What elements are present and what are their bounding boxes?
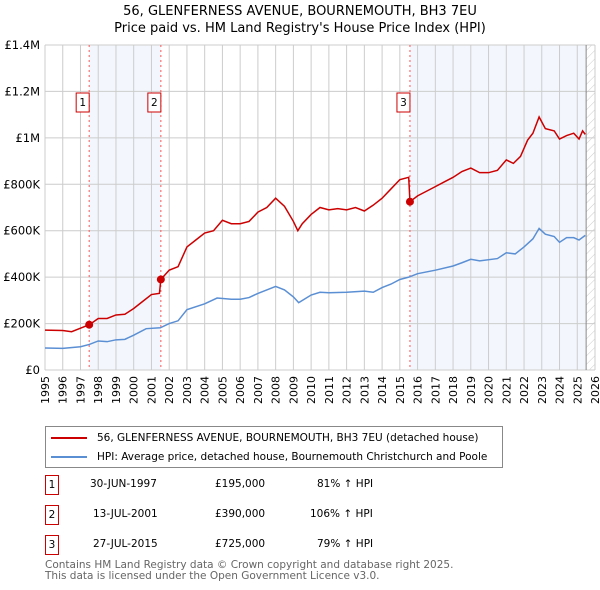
y-tick-label: £600K — [3, 224, 40, 238]
sale-date: 27-JUL-2015 — [93, 538, 158, 550]
x-tick-label: 2024 — [554, 376, 567, 404]
sale-hpi: 79% ↑ HPI — [317, 538, 374, 550]
sale-point — [405, 197, 414, 206]
y-tick-label: £200K — [3, 317, 40, 331]
y-tick-label: £800K — [3, 177, 40, 191]
x-tick-label: 2019 — [465, 376, 478, 404]
x-tick-label: 1998 — [92, 376, 105, 404]
sale-price: £390,000 — [215, 508, 266, 520]
chart-title: 56, GLENFERNESS AVENUE, BOURNEMOUTH, BH3… — [123, 4, 477, 19]
legend: 56, GLENFERNESS AVENUE, BOURNEMOUTH, BH3… — [45, 426, 503, 468]
x-tick-label: 2008 — [270, 376, 283, 404]
sale-marker-box — [396, 92, 411, 113]
x-tick-label: 2017 — [429, 376, 442, 404]
sale-date: 30-JUN-1997 — [90, 478, 157, 490]
sale-price: £725,000 — [215, 538, 266, 550]
x-tick-label: 2003 — [181, 376, 194, 404]
x-tick-label: 2002 — [163, 376, 176, 404]
x-tick-label: 2022 — [518, 376, 531, 404]
y-tick-label: £1M — [15, 131, 40, 145]
x-tick-label: 2026 — [589, 376, 600, 404]
legend-item-property: 56, GLENFERNESS AVENUE, BOURNEMOUTH, BH3… — [46, 429, 478, 447]
x-tick-label: 2018 — [447, 376, 460, 404]
x-tick-label: 2021 — [500, 376, 513, 404]
sale-date: 13-JUL-2001 — [93, 508, 158, 520]
chart-subtitle: Price paid vs. HM Land Registry's House … — [114, 21, 486, 36]
sale-row-1: 1 30-JUN-1997 £195,000 81% ↑ HPI — [45, 475, 445, 495]
y-tick-label: £1.2M — [4, 84, 40, 98]
x-tick-label: 2025 — [571, 376, 584, 404]
x-tick-label: 1995 — [39, 376, 52, 404]
x-tick-label: 1999 — [110, 376, 123, 404]
footer-licence: This data is licensed under the Open Gov… — [45, 570, 380, 582]
sale-price: £195,000 — [215, 478, 266, 490]
y-tick-label: £400K — [3, 270, 40, 284]
sale-marker-label: 3 — [45, 535, 59, 555]
legend-item-hpi: HPI: Average price, detached house, Bour… — [46, 448, 487, 466]
sale-marker-box — [147, 92, 162, 113]
legend-swatch-red — [51, 437, 87, 439]
ownership-shade-2 — [409, 45, 587, 370]
sale-hpi: 81% ↑ HPI — [317, 478, 374, 490]
x-tick-label: 2005 — [216, 376, 229, 404]
forecast-hatch — [586, 45, 595, 370]
x-tick-label: 2016 — [412, 376, 425, 404]
legend-label: 56, GLENFERNESS AVENUE, BOURNEMOUTH, BH3… — [97, 432, 479, 444]
sale-marker-label: 2 — [151, 97, 158, 109]
sale-marker-label: 1 — [45, 475, 59, 495]
y-tick-label: £1.4M — [4, 38, 40, 52]
x-tick-label: 2014 — [376, 376, 389, 404]
x-tick-label: 2011 — [323, 376, 336, 404]
x-tick-label: 2023 — [536, 376, 549, 404]
x-tick-label: 2010 — [305, 376, 318, 404]
x-tick-label: 2012 — [341, 376, 354, 404]
sale-row-3: 3 27-JUL-2015 £725,000 79% ↑ HPI — [45, 535, 445, 555]
x-tick-label: 2000 — [128, 376, 141, 404]
legend-swatch-blue — [51, 456, 87, 458]
sale-marker-label: 3 — [400, 97, 407, 109]
sale-hpi: 106% ↑ HPI — [310, 508, 373, 520]
footer: Contains HM Land Registry data © Crown c… — [45, 560, 453, 582]
x-tick-label: 2004 — [199, 376, 212, 404]
x-tick-label: 1996 — [57, 376, 70, 404]
x-tick-label: 2020 — [483, 376, 496, 404]
hpi-line — [44, 227, 586, 350]
price-chart: 1995 1996 1997 1998 1999 2000 2001 2002 2003 2004… — [3, 38, 600, 404]
footer-copyright: Contains HM Land Registry data © Crown c… — [45, 559, 454, 571]
x-tick-label: 2015 — [394, 376, 407, 404]
x-tick-label: 2001 — [145, 376, 158, 404]
sale-point — [156, 275, 165, 284]
sale-point — [85, 320, 94, 329]
sale-marker-label: 2 — [45, 505, 59, 525]
x-tick-label: 2007 — [252, 376, 265, 404]
x-tick-label: 1997 — [74, 376, 87, 404]
legend-label: HPI: Average price, detached house, Bour… — [97, 451, 488, 463]
sale-marker-label: 1 — [79, 97, 86, 109]
sale-marker-box — [75, 92, 90, 113]
property-price-line — [44, 115, 586, 333]
y-tick-label: £0 — [25, 363, 40, 377]
x-tick-label: 2009 — [287, 376, 300, 404]
sale-row-2: 2 13-JUL-2001 £390,000 106% ↑ HPI — [45, 505, 445, 525]
x-tick-label: 2006 — [234, 376, 247, 404]
x-tick-label: 2013 — [358, 376, 371, 404]
